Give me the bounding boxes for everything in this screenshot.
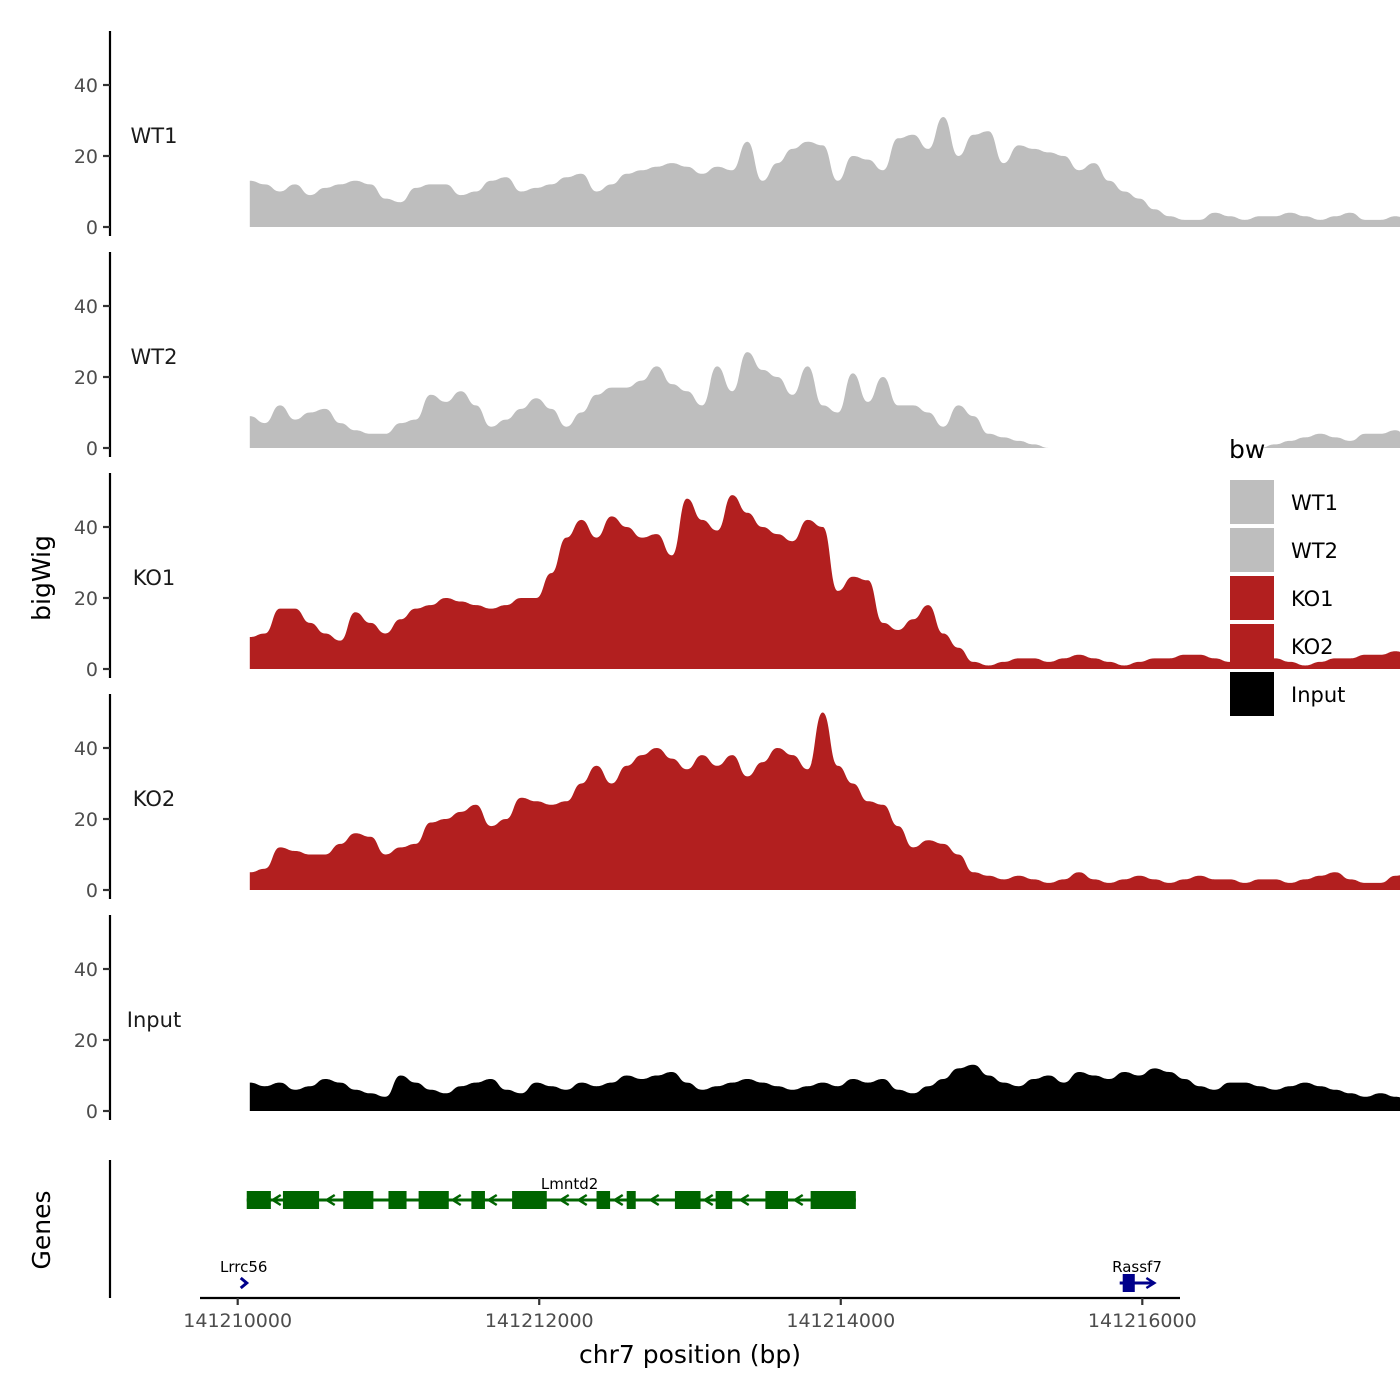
gene-lrrc56: Lrrc56 <box>220 1258 267 1290</box>
gene-exon <box>512 1191 547 1209</box>
y-tick-label: 40 <box>74 959 98 981</box>
y-tick-label: 0 <box>86 880 98 902</box>
legend-label: KO1 <box>1291 587 1334 611</box>
y-tick-label: 0 <box>86 659 98 681</box>
gene-exon <box>810 1191 856 1209</box>
x-axis-title: chr7 position (bp) <box>579 1340 801 1369</box>
signal-area-ko2 <box>249 712 1400 890</box>
signal-tracks: 0 20 40 WT1 0 20 40 WT2 0 20 40 KO1 0 20 40 KO2 0 20 40 Inp… <box>74 31 1400 1123</box>
strand-chevron <box>270 1193 282 1207</box>
strand-chevron <box>702 1193 714 1207</box>
strand-chevron <box>558 1193 570 1207</box>
gene-lmntd2: Lmntd2 <box>246 1175 856 1209</box>
track-wt2: 0 20 40 WT2 <box>74 252 1400 460</box>
y-tick-label: 40 <box>74 738 98 760</box>
track-wt1: 0 20 40 WT1 <box>74 31 1400 239</box>
x-axis: 141210000 141212000 141214000 141216000 <box>183 1296 1197 1332</box>
strand-chevron <box>324 1193 336 1207</box>
legend-swatch-wt1 <box>1230 480 1274 524</box>
x-tick-label: 141214000 <box>786 1310 895 1332</box>
strand-chevron <box>450 1193 462 1207</box>
y-tick-label: 20 <box>74 1030 98 1052</box>
signal-area-wt2 <box>249 352 1400 448</box>
gene-exon <box>282 1191 320 1209</box>
signal-area-input <box>249 1064 1400 1111</box>
x-tick-label: 141216000 <box>1088 1310 1197 1332</box>
gene-exon <box>715 1191 733 1209</box>
track-ko1: 0 20 40 KO1 <box>74 473 1400 681</box>
strand-chevron <box>612 1193 624 1207</box>
gene-label: Lmntd2 <box>541 1175 598 1193</box>
signal-area-wt1 <box>249 117 1400 227</box>
gene-exon <box>343 1191 374 1209</box>
legend-label: KO2 <box>1291 635 1334 659</box>
strand-arrow <box>1145 1276 1157 1290</box>
gene-rassf7: Rassf7 <box>1112 1258 1162 1292</box>
legend-label: WT2 <box>1291 539 1338 563</box>
x-tick-label: 141212000 <box>485 1310 594 1332</box>
y-tick-label: 20 <box>74 809 98 831</box>
track-label: Input <box>127 1008 181 1032</box>
gene-exon <box>388 1191 407 1209</box>
y-tick-label: 20 <box>74 588 98 610</box>
genes-panel: Lmntd2 Lrrc56 Rassf7 <box>108 1160 1162 1298</box>
legend-swatch-wt2 <box>1230 528 1274 572</box>
strand-chevron <box>738 1193 750 1207</box>
track-label: WT2 <box>131 345 178 369</box>
y-tick-label: 0 <box>86 1101 98 1123</box>
gene-exon <box>1122 1274 1135 1292</box>
y-tick-label: 0 <box>86 438 98 460</box>
legend-title: bw <box>1229 435 1265 464</box>
strand-chevron <box>792 1193 804 1207</box>
strand-chevron <box>648 1193 660 1207</box>
track-label: KO1 <box>133 566 176 590</box>
y-axis-title: bigWig <box>27 535 56 621</box>
strand-chevron <box>239 1276 250 1290</box>
gene-exon <box>596 1191 611 1209</box>
gene-label: Rassf7 <box>1112 1258 1162 1276</box>
legend-swatch-ko1 <box>1230 576 1274 620</box>
gene-exon <box>626 1191 636 1209</box>
genes-axis-title: Genes <box>27 1190 56 1269</box>
track-ko2: 0 20 40 KO2 <box>74 694 1400 902</box>
gene-exon <box>674 1191 701 1209</box>
y-tick-label: 20 <box>74 146 98 168</box>
y-tick-label: 40 <box>74 75 98 97</box>
gene-exon <box>765 1191 788 1209</box>
track-label: KO2 <box>133 787 176 811</box>
legend-label: WT1 <box>1291 491 1338 515</box>
y-tick-label: 40 <box>74 517 98 539</box>
gene-exon <box>418 1191 449 1209</box>
gene-label: Lrrc56 <box>220 1258 267 1276</box>
strand-chevron <box>486 1193 498 1207</box>
gene-exon <box>246 1191 271 1209</box>
signal-area-ko1 <box>249 495 1400 669</box>
track-label: WT1 <box>131 124 178 148</box>
legend: bw WT1 WT2 KO1 KO2 Input <box>1229 435 1345 716</box>
legend-swatch-input <box>1230 672 1274 716</box>
track-input: 0 20 40 Input <box>74 915 1400 1123</box>
strand-chevron <box>576 1193 588 1207</box>
y-tick-label: 0 <box>86 217 98 239</box>
y-tick-label: 20 <box>74 367 98 389</box>
legend-label: Input <box>1291 683 1345 707</box>
y-tick-label: 40 <box>74 296 98 318</box>
legend-swatch-ko2 <box>1230 624 1274 668</box>
gene-exon <box>471 1191 485 1209</box>
x-tick-label: 141210000 <box>183 1310 292 1332</box>
